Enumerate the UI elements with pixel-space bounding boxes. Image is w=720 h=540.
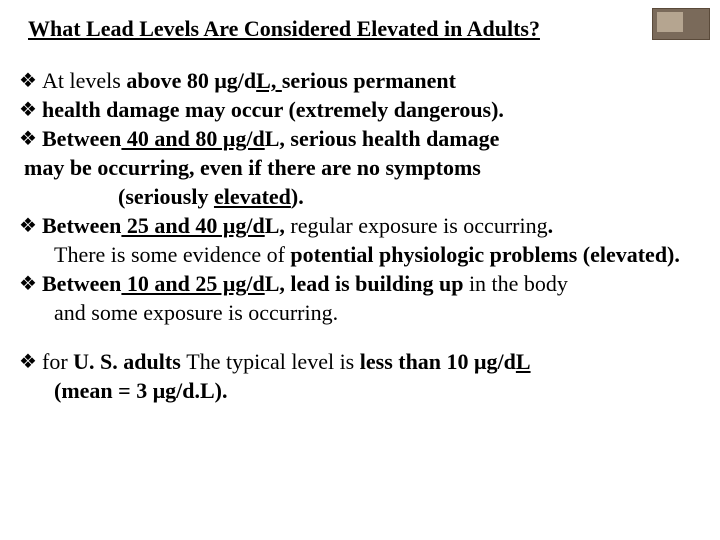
line-3: Between 40 and 80 μg/dL, serious health … (42, 124, 702, 153)
bullet-row: ❖ At levels above 80 μg/dL, serious perm… (14, 66, 702, 95)
line-9: and some exposure is occurring. (14, 298, 702, 327)
diamond-bullet-icon: ❖ (14, 66, 42, 94)
diamond-bullet-icon: ❖ (14, 211, 42, 239)
spacer (14, 327, 702, 347)
text-span: Between (42, 213, 121, 238)
text-span: U. S. adults (73, 349, 186, 374)
line-10: for U. S. adults The typical level is le… (42, 347, 702, 376)
corner-logo-inner (657, 12, 683, 32)
text-span: health damage may occur (extremely dange… (42, 97, 504, 122)
text-span: . (548, 213, 554, 238)
line-4: may be occurring, even if there are no s… (14, 153, 702, 182)
text-span: regular exposure is occurring (290, 213, 547, 238)
bullet-row: ❖ Between 25 and 40 μg/dL, regular expos… (14, 211, 702, 240)
bullet-row: ❖ Between 10 and 25 μg/dL, lead is build… (14, 269, 702, 298)
text-span: serious permanent (282, 68, 456, 93)
bullet-row: ❖ health damage may occur (extremely dan… (14, 95, 702, 124)
text-span: There is some evidence of (54, 242, 290, 267)
text-span: (elevated). (583, 242, 680, 267)
text-span: L (516, 349, 531, 374)
line-6: Between 25 and 40 μg/dL, regular exposur… (42, 211, 702, 240)
text-span: (seriously (118, 184, 214, 209)
text-span: L, lead is building up (265, 271, 469, 296)
text-span: L, (256, 68, 282, 93)
diamond-bullet-icon: ❖ (14, 124, 42, 152)
text-span: elevated (214, 184, 291, 209)
text-span: 40 and 80 μg/d (121, 126, 264, 151)
text-span: in the body (469, 271, 568, 296)
line-7: There is some evidence of potential phys… (14, 240, 702, 269)
text-span: for (42, 349, 73, 374)
text-span: and some exposure is occurring. (54, 300, 338, 325)
text-span: At levels (42, 68, 126, 93)
text-span: The typical level is (186, 349, 360, 374)
text-span: 25 and 40 μg/d (121, 213, 264, 238)
text-span: (mean = 3 μg/d.L). (54, 378, 228, 403)
diamond-bullet-icon: ❖ (14, 269, 42, 297)
text-span: ). (291, 184, 304, 209)
text-span: L, serious health damage (265, 126, 500, 151)
corner-logo (652, 8, 710, 40)
line-1: At levels above 80 μg/dL, serious perman… (42, 66, 702, 95)
text-span: above 80 μg/d (126, 68, 256, 93)
slide-title: What Lead Levels Are Considered Elevated… (0, 0, 720, 48)
text-span: Between (42, 271, 121, 296)
text-span: Between (42, 126, 121, 151)
bullet-row: ❖ Between 40 and 80 μg/dL, serious healt… (14, 124, 702, 153)
diamond-bullet-icon: ❖ (14, 347, 42, 375)
text-span: less than 10 μg/d (360, 349, 516, 374)
line-8: Between 10 and 25 μg/dL, lead is buildin… (42, 269, 702, 298)
line-2: health damage may occur (extremely dange… (42, 95, 702, 124)
text-span: L, (265, 213, 291, 238)
line-11: (mean = 3 μg/d.L). (14, 376, 702, 405)
line-5: (seriously elevated). (14, 182, 702, 211)
bullet-row: ❖ for U. S. adults The typical level is … (14, 347, 702, 376)
diamond-bullet-icon: ❖ (14, 95, 42, 123)
text-span: potential physiologic problems (290, 242, 582, 267)
slide-body: ❖ At levels above 80 μg/dL, serious perm… (0, 48, 720, 405)
text-span: 10 and 25 μg/d (121, 271, 264, 296)
text-span: may be occurring, even if there are no s… (24, 155, 481, 180)
